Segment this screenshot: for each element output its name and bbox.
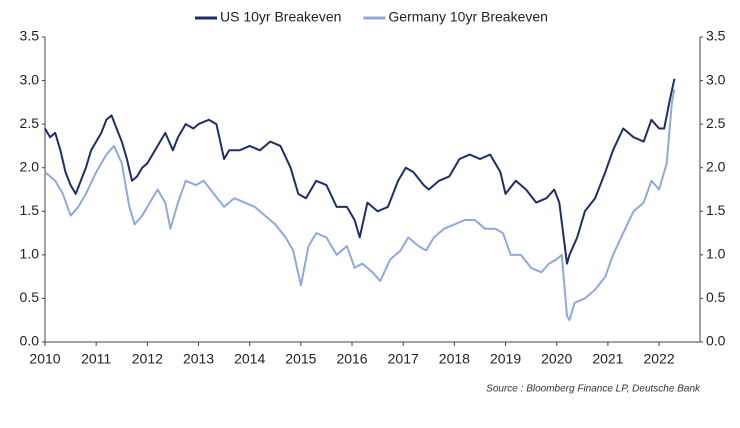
x-tick-label: 2020 xyxy=(541,351,572,367)
y-tick-label: 1.5 xyxy=(20,202,40,218)
x-tick-label: 2016 xyxy=(336,351,367,367)
x-tick-label: 2017 xyxy=(388,351,419,367)
y2-tick-label: 2.5 xyxy=(706,115,726,131)
x-tick-label: 2019 xyxy=(490,351,521,367)
y-tick-label: 0.0 xyxy=(20,333,40,349)
y-tick-label: 0.5 xyxy=(20,289,40,305)
y2-tick-label: 1.0 xyxy=(706,246,726,262)
x-tick-label: 2013 xyxy=(183,351,214,367)
x-tick-label: 2010 xyxy=(29,351,60,367)
series-line xyxy=(44,78,676,265)
y2-tick-label: 3.0 xyxy=(706,71,726,87)
x-tick-label: 2021 xyxy=(592,351,623,367)
legend-label: Germany 10yr Breakeven xyxy=(388,9,548,25)
y2-tick-label: 0.5 xyxy=(706,289,726,305)
y2-tick-label: 1.5 xyxy=(706,202,726,218)
y-tick-label: 2.5 xyxy=(20,115,40,131)
x-tick-label: 2011 xyxy=(81,351,111,367)
source-note: Source : Bloomberg Finance LP, Deutsche … xyxy=(486,384,701,395)
y-tick-label: 3.5 xyxy=(20,28,40,44)
y-tick-label: 3.0 xyxy=(20,71,40,87)
x-tick-label: 2022 xyxy=(643,351,674,367)
x-tick-label: 2014 xyxy=(234,351,265,367)
series-line xyxy=(44,89,676,322)
x-tick-label: 2015 xyxy=(285,351,316,367)
x-tick-label: 2018 xyxy=(439,351,470,367)
legend-label: US 10yr Breakeven xyxy=(220,9,341,25)
y-tick-label: 1.0 xyxy=(20,246,40,262)
y2-tick-label: 3.5 xyxy=(706,28,726,44)
y-tick-label: 2.0 xyxy=(20,158,40,174)
y2-tick-label: 2.0 xyxy=(706,158,726,174)
y2-tick-label: 0.0 xyxy=(706,333,726,349)
x-tick-label: 2012 xyxy=(132,351,163,367)
